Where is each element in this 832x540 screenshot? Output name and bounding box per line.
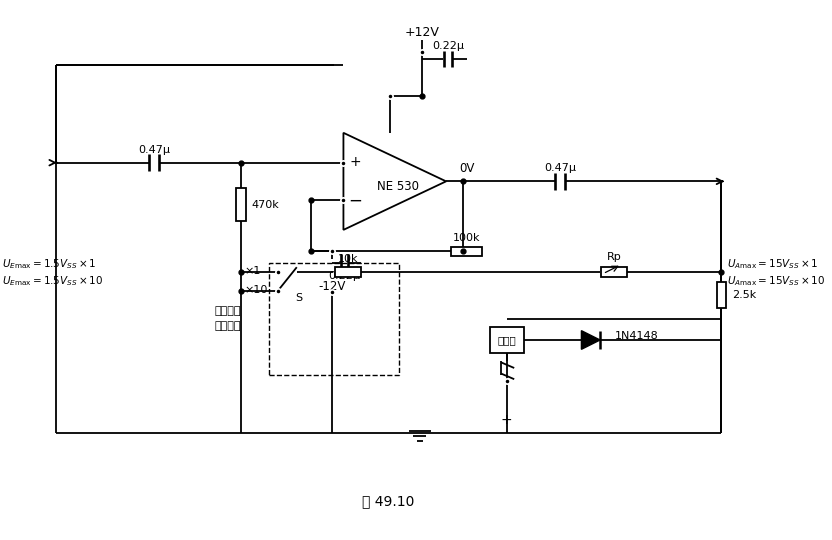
Text: +: + [501, 413, 513, 427]
Text: 10k: 10k [338, 254, 359, 264]
Bar [335, 267, 361, 276]
Text: -12V: -12V [319, 280, 346, 293]
Text: 0.47μ: 0.47μ [544, 163, 576, 173]
Text: +12V: +12V [404, 26, 439, 39]
Text: S: S [295, 293, 302, 303]
Text: Rp: Rp [607, 252, 622, 262]
Text: $U_{E\rm max}=1.5V_{SS}\times1$: $U_{E\rm max}=1.5V_{SS}\times1$ [2, 258, 97, 271]
Text: 0.22μ: 0.22μ [329, 271, 360, 281]
Bar [235, 188, 246, 221]
Bar [269, 262, 399, 375]
Text: $U_{A\rm max}=15V_{SS}\times1$: $U_{A\rm max}=15V_{SS}\times1$ [727, 258, 819, 271]
Text: 2.5k: 2.5k [731, 290, 756, 300]
Polygon shape [582, 330, 600, 349]
Text: 470k: 470k [251, 200, 279, 210]
Text: 0.22μ: 0.22μ [432, 41, 464, 51]
Text: 0.47μ: 0.47μ [138, 145, 170, 154]
Bar [716, 282, 726, 308]
Text: 继电器: 继电器 [498, 335, 516, 345]
Bar [601, 267, 627, 276]
Text: 1N4148: 1N4148 [615, 331, 659, 341]
Text: ×10: ×10 [245, 285, 268, 295]
Text: 100k: 100k [453, 233, 480, 243]
Text: NE 530: NE 530 [378, 180, 419, 193]
Text: ×1: ×1 [245, 266, 261, 276]
Text: 管输入时: 管输入时 [215, 321, 240, 331]
Text: −: − [349, 192, 363, 210]
Text: $U_{A\rm max}=15V_{SS}\times10$: $U_{A\rm max}=15V_{SS}\times10$ [727, 274, 825, 288]
Text: 在场效应: 在场效应 [215, 306, 240, 316]
Text: +: + [349, 155, 361, 168]
Bar [490, 327, 523, 353]
Bar [451, 247, 483, 256]
Text: 图 49.10: 图 49.10 [362, 495, 414, 509]
Text: 0V: 0V [459, 162, 474, 175]
Text: $U_{E\rm max}=1.5V_{SS}\times10$: $U_{E\rm max}=1.5V_{SS}\times10$ [2, 274, 103, 288]
